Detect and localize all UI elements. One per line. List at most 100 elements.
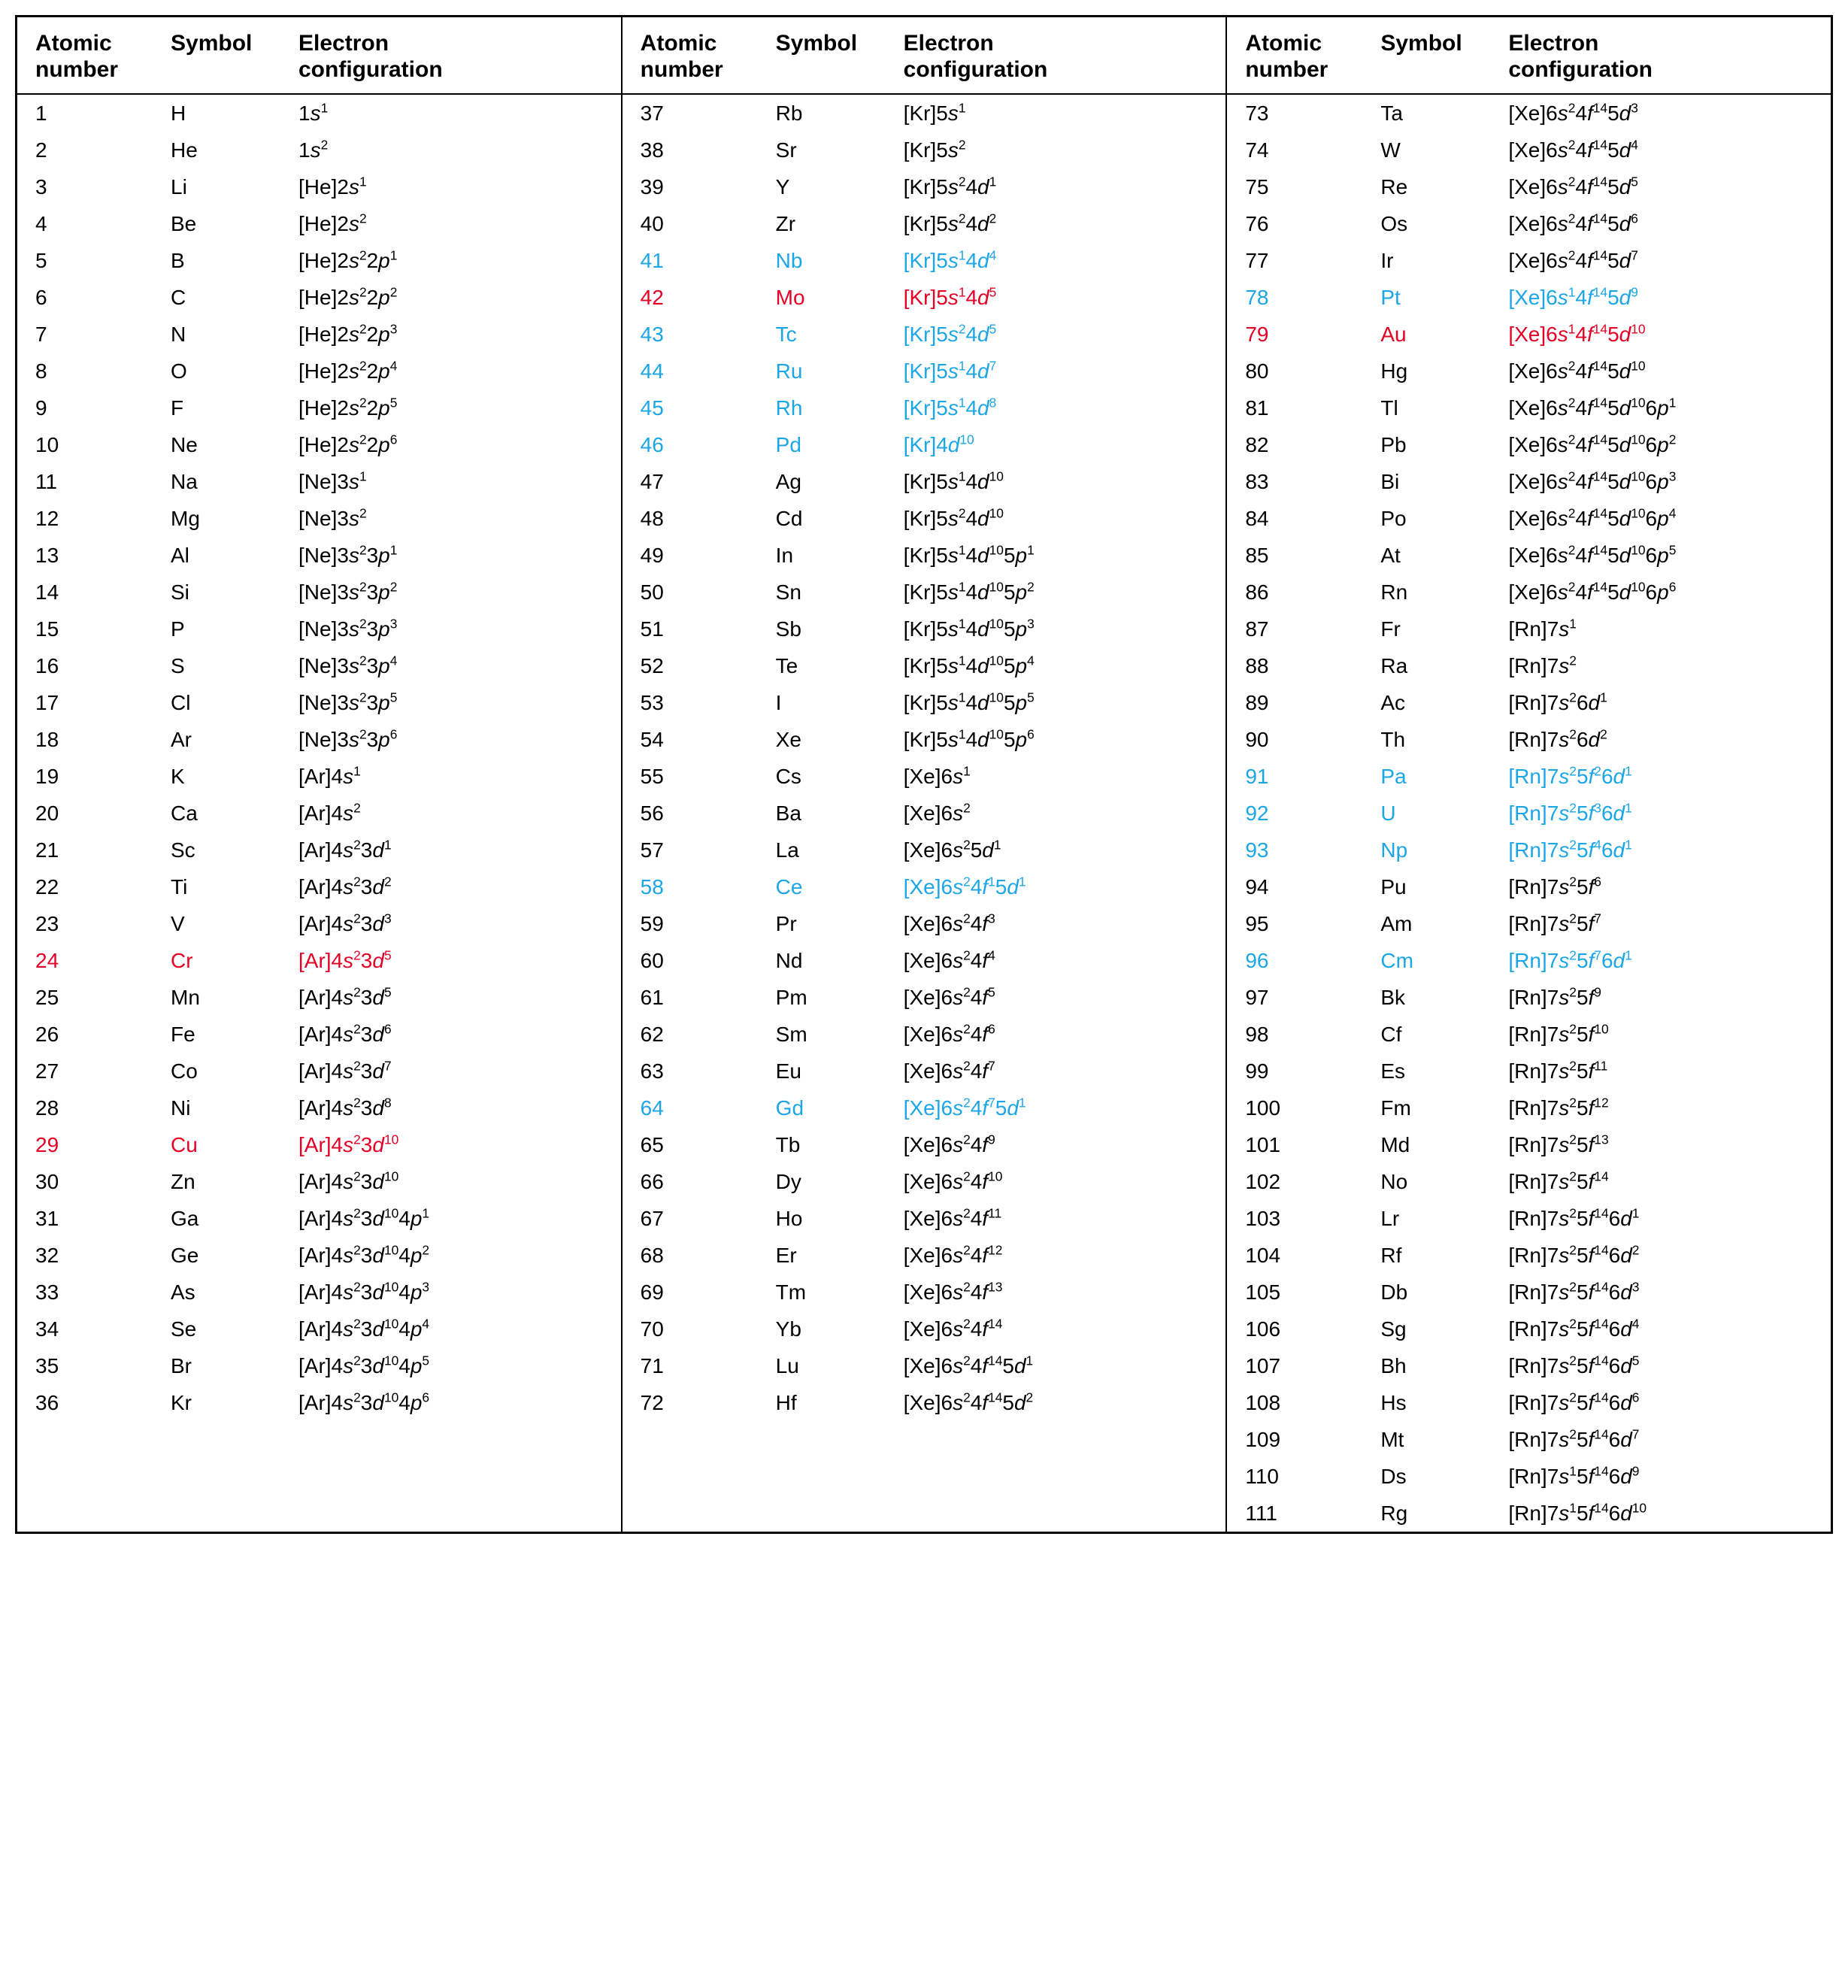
cell-symbol: Am xyxy=(1380,911,1508,937)
cell-symbol: Ho xyxy=(776,1205,904,1232)
cell-electron-configuration: [Xe]6s24f3 xyxy=(904,911,1214,937)
cell-symbol: N xyxy=(171,321,298,347)
cell-symbol: Hf xyxy=(776,1389,904,1416)
table-row: 69Tm[Xe]6s24f13 xyxy=(623,1274,1226,1311)
cell-symbol: Xe xyxy=(776,726,904,753)
table-row: 59Pr[Xe]6s24f3 xyxy=(623,905,1226,942)
table-row: 87Fr[Rn]7s1 xyxy=(1227,611,1831,647)
cell-electron-configuration: [Rn]7s15f146d9 xyxy=(1508,1463,1819,1489)
table-row: 9F[He]2s22p5 xyxy=(17,389,621,426)
cell-electron-configuration: [Rn]7s25f7 xyxy=(1508,911,1819,937)
table-row: 33As[Ar]4s23d104p3 xyxy=(17,1274,621,1311)
cell-symbol: Y xyxy=(776,174,904,200)
cell-atomic-number: 23 xyxy=(35,911,171,937)
cell-symbol: Fm xyxy=(1380,1095,1508,1121)
cell-symbol: Hs xyxy=(1380,1389,1508,1416)
cell-atomic-number: 99 xyxy=(1245,1058,1380,1084)
table-row: 43Tc[Kr]5s24d5 xyxy=(623,316,1226,353)
cell-electron-configuration: [Kr]5s2 xyxy=(904,137,1214,163)
cell-atomic-number: 25 xyxy=(35,984,171,1011)
cell-electron-configuration: [Rn]7s1 xyxy=(1508,616,1819,642)
table-row: 31Ga[Ar]4s23d104p1 xyxy=(17,1200,621,1237)
cell-atomic-number: 87 xyxy=(1245,616,1380,642)
table-row: 60Nd[Xe]6s24f4 xyxy=(623,942,1226,979)
cell-symbol: No xyxy=(1380,1168,1508,1195)
cell-atomic-number: 95 xyxy=(1245,911,1380,937)
cell-atomic-number: 70 xyxy=(641,1316,776,1342)
cell-atomic-number: 49 xyxy=(641,542,776,568)
cell-electron-configuration: [Ar]4s23d5 xyxy=(298,984,609,1011)
cell-atomic-number: 89 xyxy=(1245,689,1380,716)
cell-electron-configuration: [Xe]6s25d1 xyxy=(904,837,1214,863)
cell-symbol: Kr xyxy=(171,1389,298,1416)
cell-symbol: Fr xyxy=(1380,616,1508,642)
table-row: 96Cm[Rn]7s25f76d1 xyxy=(1227,942,1831,979)
cell-symbol: U xyxy=(1380,800,1508,826)
cell-symbol: Yb xyxy=(776,1316,904,1342)
cell-atomic-number: 94 xyxy=(1245,874,1380,900)
cell-atomic-number: 48 xyxy=(641,505,776,532)
cell-symbol: Te xyxy=(776,653,904,679)
table-row: 47Ag[Kr]5s14d10 xyxy=(623,463,1226,500)
table-row: 61Pm[Xe]6s24f5 xyxy=(623,979,1226,1016)
table-row: 54Xe[Kr]5s14d105p6 xyxy=(623,721,1226,758)
column-header: AtomicnumberSymbolElectronconfiguration xyxy=(1227,17,1831,95)
cell-symbol: Dy xyxy=(776,1168,904,1195)
table-row: 62Sm[Xe]6s24f6 xyxy=(623,1016,1226,1053)
table-row: 29Cu[Ar]4s23d10 xyxy=(17,1126,621,1163)
cell-electron-configuration: 1s2 xyxy=(298,137,609,163)
cell-symbol: Ag xyxy=(776,468,904,495)
cell-electron-configuration: [Ar]4s23d104p5 xyxy=(298,1353,609,1379)
cell-electron-configuration: [Kr]5s14d8 xyxy=(904,395,1214,421)
cell-atomic-number: 39 xyxy=(641,174,776,200)
cell-atomic-number: 52 xyxy=(641,653,776,679)
table-row: 68Er[Xe]6s24f12 xyxy=(623,1237,1226,1274)
header-symbol: Symbol xyxy=(171,31,298,83)
cell-symbol: H xyxy=(171,100,298,126)
table-row: 66Dy[Xe]6s24f10 xyxy=(623,1163,1226,1200)
cell-electron-configuration: [Ar]4s23d1 xyxy=(298,837,609,863)
table-row: 35Br[Ar]4s23d104p5 xyxy=(17,1347,621,1384)
cell-electron-configuration: [Xe]6s24f145d7 xyxy=(1508,247,1819,274)
cell-electron-configuration: [Kr]5s14d105p5 xyxy=(904,689,1214,716)
cell-symbol: Zr xyxy=(776,211,904,237)
cell-symbol: Au xyxy=(1380,321,1508,347)
table-column: AtomicnumberSymbolElectronconfiguration 7… xyxy=(1227,17,1831,1532)
cell-electron-configuration: [Kr]5s14d105p1 xyxy=(904,542,1214,568)
cell-atomic-number: 13 xyxy=(35,542,171,568)
cell-atomic-number: 36 xyxy=(35,1389,171,1416)
cell-atomic-number: 2 xyxy=(35,137,171,163)
cell-atomic-number: 14 xyxy=(35,579,171,605)
table-row: 19K[Ar]4s1 xyxy=(17,758,621,795)
header-electron-configuration: Electronconfiguration xyxy=(1508,31,1819,83)
cell-electron-configuration: [Kr]5s24d1 xyxy=(904,174,1214,200)
electron-config-table: AtomicnumberSymbolElectronconfiguration 1… xyxy=(15,15,1833,1534)
cell-atomic-number: 107 xyxy=(1245,1353,1380,1379)
cell-electron-configuration: [Ar]4s23d5 xyxy=(298,947,609,974)
cell-symbol: Cl xyxy=(171,689,298,716)
cell-symbol: Os xyxy=(1380,211,1508,237)
cell-atomic-number: 82 xyxy=(1245,432,1380,458)
cell-electron-configuration: [Xe]6s24f9 xyxy=(904,1132,1214,1158)
table-row: 25Mn[Ar]4s23d5 xyxy=(17,979,621,1016)
cell-symbol: Ne xyxy=(171,432,298,458)
table-row: 94Pu[Rn]7s25f6 xyxy=(1227,868,1831,905)
table-row: 83Bi[Xe]6s24f145d106p3 xyxy=(1227,463,1831,500)
cell-symbol: Tb xyxy=(776,1132,904,1158)
cell-electron-configuration: [Rn]7s25f26d1 xyxy=(1508,763,1819,789)
cell-atomic-number: 108 xyxy=(1245,1389,1380,1416)
cell-electron-configuration: [Xe]6s24f75d1 xyxy=(904,1095,1214,1121)
cell-symbol: Lr xyxy=(1380,1205,1508,1232)
cell-symbol: Ce xyxy=(776,874,904,900)
table-column: AtomicnumberSymbolElectronconfiguration1… xyxy=(17,17,623,1532)
cell-electron-configuration: [He]2s22p2 xyxy=(298,284,609,311)
table-row: 80Hg[Xe]6s24f145d10 xyxy=(1227,353,1831,389)
cell-atomic-number: 105 xyxy=(1245,1279,1380,1305)
cell-atomic-number: 104 xyxy=(1245,1242,1380,1268)
cell-atomic-number: 34 xyxy=(35,1316,171,1342)
table-row: 75Re[Xe]6s24f145d5 xyxy=(1227,168,1831,205)
cell-atomic-number: 64 xyxy=(641,1095,776,1121)
table-row: 21Sc[Ar]4s23d1 xyxy=(17,832,621,868)
table-row: 106Sg[Rn]7s25f146d4 xyxy=(1227,1311,1831,1347)
cell-symbol: Cu xyxy=(171,1132,298,1158)
